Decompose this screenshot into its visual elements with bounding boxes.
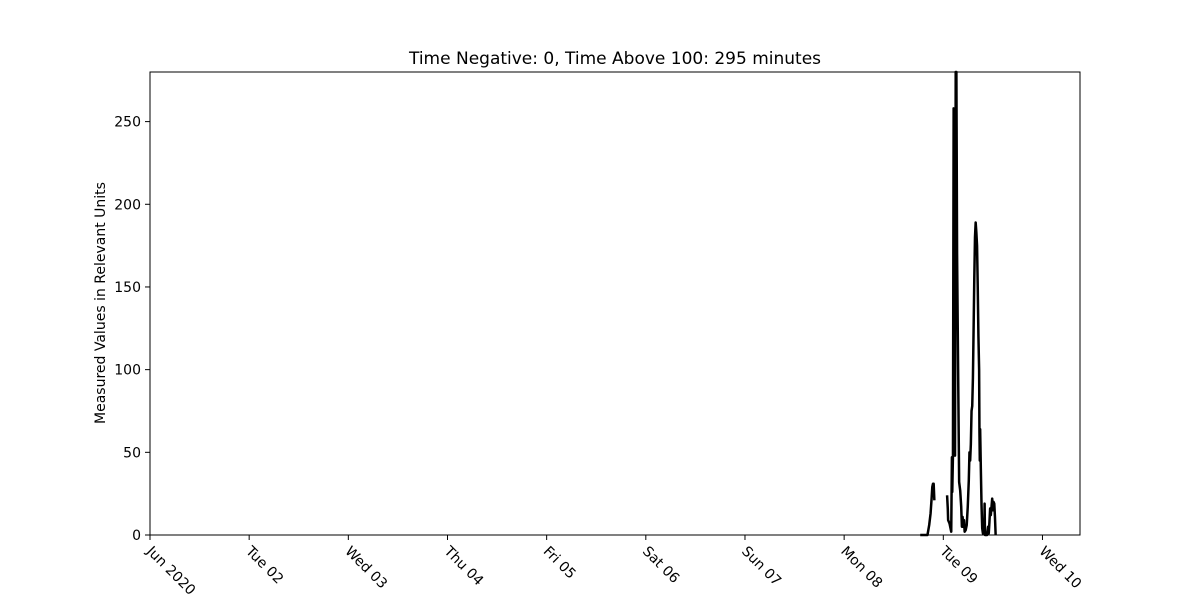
x-axis-ticks: Jun 2020 Tue 02 Wed 03 Thu 04 Fri 05 Sat 06 Su… [142, 535, 1084, 599]
x-tick-label: Sat 06 [639, 544, 682, 587]
x-tick-label: Jun 2020 [142, 543, 198, 599]
y-tick-label: 50 [123, 445, 141, 461]
y-tick-label: 200 [114, 197, 141, 213]
plot-area: Jun 2020 Tue 02 Wed 03 Thu 04 Fri 05 Sat 06 Su… [114, 70, 1084, 599]
x-tick-label: Sun 07 [738, 544, 784, 590]
x-tick-label: Wed 03 [341, 544, 390, 593]
y-tick-label: 0 [132, 528, 141, 544]
x-tick-label: Tue 02 [242, 543, 287, 588]
y-axis-ticks: 0 50 100 150 200 250 [114, 115, 150, 544]
y-tick-label: 100 [114, 363, 141, 379]
series-line [945, 70, 997, 537]
y-tick-label: 150 [114, 280, 141, 296]
x-tick-label: Wed 10 [1036, 544, 1085, 593]
x-tick-label: Tue 09 [936, 543, 981, 588]
plot-frame [149, 71, 1081, 536]
x-tick-label: Fri 05 [540, 544, 579, 583]
y-axis-label: Measured Values in Relevant Units [93, 182, 109, 424]
chart-title: Time Negative: 0, Time Above 100: 295 mi… [408, 49, 821, 69]
y-tick-label: 250 [114, 115, 141, 131]
series-layer [920, 70, 997, 537]
series-line [920, 482, 936, 537]
x-tick-label: Thu 04 [440, 543, 486, 589]
x-tick-label: Mon 08 [837, 544, 885, 592]
